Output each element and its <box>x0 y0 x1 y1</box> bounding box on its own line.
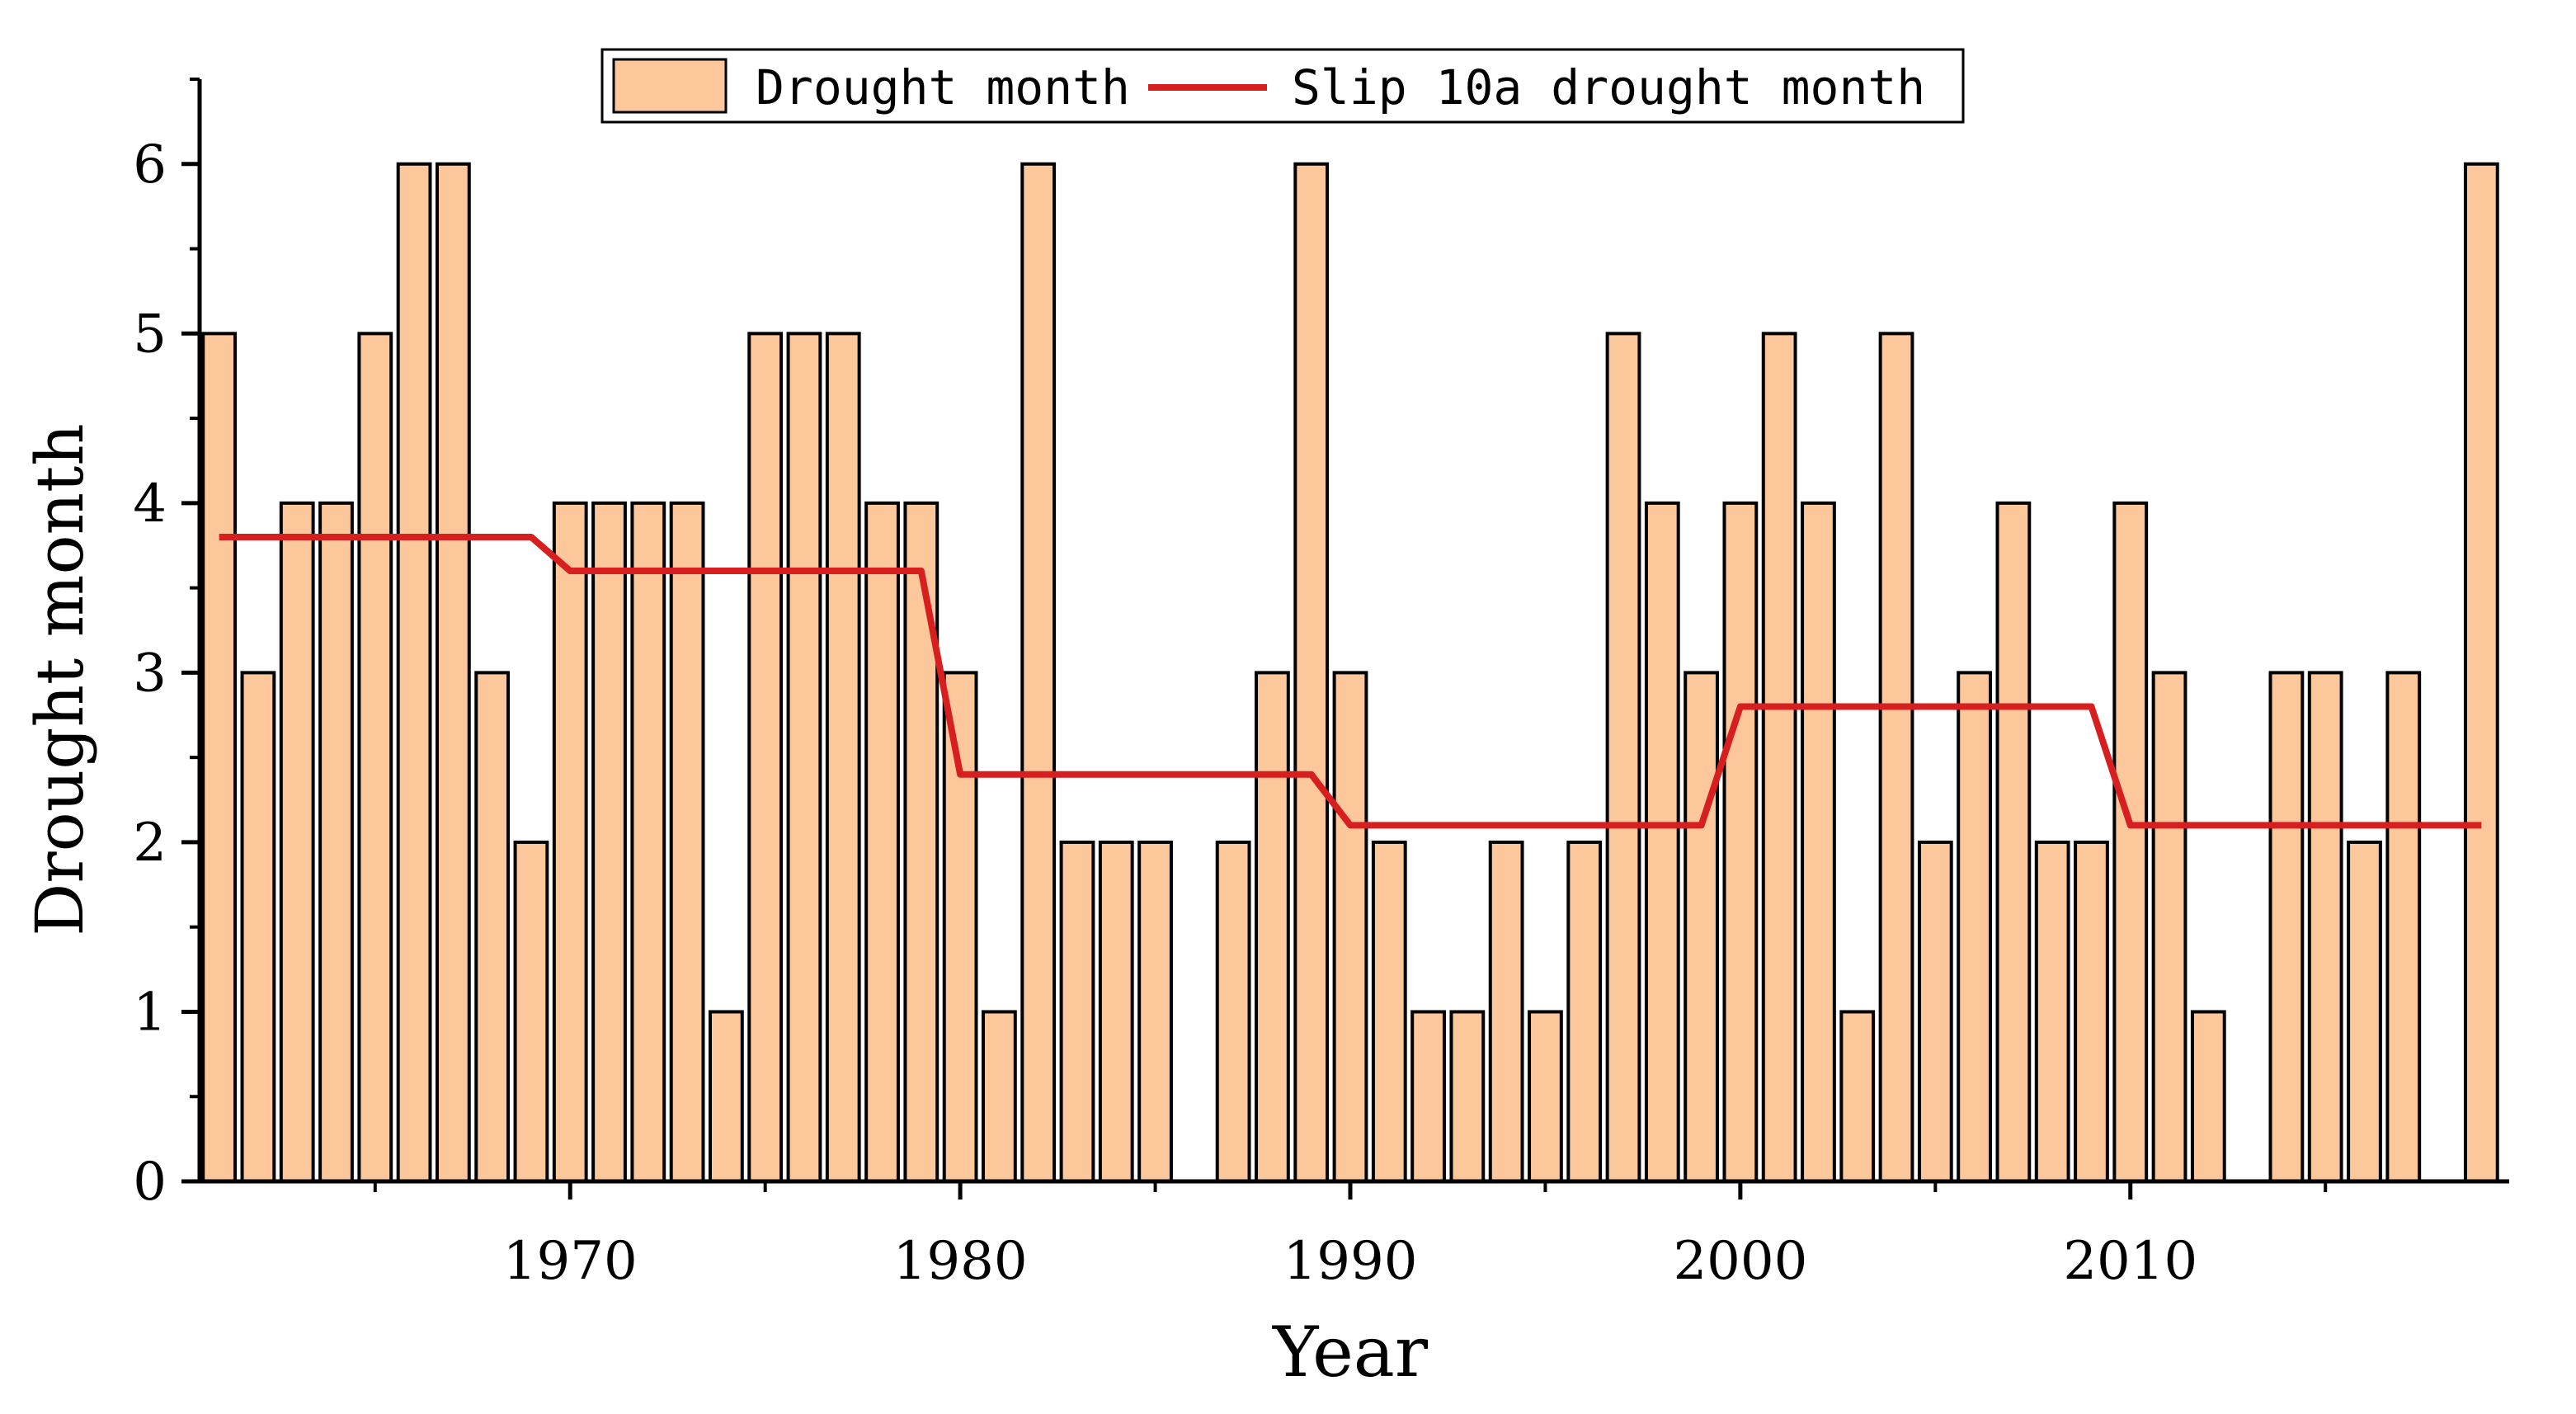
x-tick-label: 1990 <box>1283 1231 1418 1292</box>
bar-2005 <box>1917 840 1953 1184</box>
y-tick-label: 6 <box>133 134 167 196</box>
bar-1998 <box>1644 501 1680 1183</box>
y-ticks: 0 1 2 3 4 5 6 <box>133 78 200 1213</box>
y-tick-label: 3 <box>133 643 167 704</box>
x-ticks: 1970 1980 1990 2000 2010 <box>373 1181 2328 1292</box>
legend: Drought month Slip 10a drought month <box>600 48 1965 124</box>
bar-1968 <box>474 671 511 1183</box>
bar-2007 <box>1995 501 2032 1183</box>
bar-1985 <box>1137 840 1173 1184</box>
slip-10a-line <box>219 533 2482 829</box>
legend-line-label: Slip 10a drought month <box>1292 59 1925 115</box>
bar-2014 <box>2268 671 2305 1183</box>
x-tick-label: 1980 <box>893 1231 1028 1292</box>
bar-1992 <box>1410 1010 1446 1184</box>
bar-1988 <box>1255 671 1290 1183</box>
bar-1982 <box>1020 162 1057 1183</box>
bar-1972 <box>630 501 666 1183</box>
bar-1979 <box>903 501 940 1183</box>
y-tick-label: 4 <box>133 474 167 535</box>
bar-1990 <box>1332 671 1368 1183</box>
bar-1973 <box>669 501 705 1183</box>
bar-1965 <box>357 332 393 1183</box>
y-axis-title: Drought month <box>21 423 98 936</box>
x-axis-title: Year <box>1272 1312 1429 1393</box>
bar-2008 <box>2034 840 2070 1184</box>
bar-1977 <box>825 332 861 1183</box>
bar-2011 <box>2151 671 2187 1183</box>
line-layer <box>219 533 2482 829</box>
bar-2002 <box>1801 501 1836 1183</box>
bar-1987 <box>1215 840 1251 1184</box>
bar-1997 <box>1605 332 1641 1183</box>
bar-1966 <box>396 162 432 1183</box>
bar-2003 <box>1839 1010 1876 1184</box>
bar-1975 <box>747 332 784 1183</box>
x-tick-label: 1970 <box>503 1231 638 1292</box>
bar-1963 <box>279 501 315 1183</box>
bar-1964 <box>318 501 354 1183</box>
bar-1961 <box>201 332 238 1183</box>
bar-1978 <box>864 501 900 1183</box>
legend-box <box>600 48 1965 124</box>
bar-2009 <box>2074 840 2109 1184</box>
y-tick-label: 1 <box>133 982 167 1043</box>
bar-2006 <box>1957 671 1992 1183</box>
bar-1994 <box>1488 840 1524 1184</box>
bar-1970 <box>552 501 588 1183</box>
bar-1969 <box>513 840 549 1184</box>
bar-1984 <box>1098 840 1134 1184</box>
bar-1999 <box>1684 671 1719 1183</box>
axes-layer: 0 1 2 3 4 5 6 1970 1980 1990 2000 2010 <box>133 78 2509 1292</box>
bar-1971 <box>591 501 627 1183</box>
bar-1983 <box>1059 840 1095 1184</box>
bar-2004 <box>1878 332 1914 1183</box>
bar-2019 <box>2463 162 2499 1183</box>
bar-1980 <box>942 671 978 1183</box>
bar-1974 <box>709 1010 744 1184</box>
bar-2016 <box>2347 840 2382 1184</box>
bar-1995 <box>1528 1010 1563 1184</box>
bar-2012 <box>2190 1010 2226 1184</box>
bar-1981 <box>982 1010 1017 1184</box>
legend-bar-swatch <box>612 58 728 114</box>
bar-2017 <box>2385 671 2422 1183</box>
y-tick-label: 2 <box>133 813 167 874</box>
x-tick-label: 2000 <box>1673 1231 1807 1292</box>
bar-1996 <box>1566 840 1603 1184</box>
bar-2010 <box>2112 501 2149 1183</box>
bar-1991 <box>1371 840 1407 1184</box>
bars-layer <box>201 162 2499 1184</box>
bar-1993 <box>1449 1010 1486 1184</box>
x-tick-label: 2010 <box>2063 1231 2197 1292</box>
bar-1989 <box>1293 162 1330 1183</box>
bar-2015 <box>2307 671 2343 1183</box>
bar-2000 <box>1722 501 1759 1183</box>
y-tick-label: 0 <box>133 1152 167 1213</box>
bar-1976 <box>786 332 822 1183</box>
bar-1962 <box>240 671 276 1183</box>
bar-1967 <box>435 162 471 1183</box>
bar-2001 <box>1761 332 1797 1183</box>
legend-bar-label: Drought month <box>756 59 1130 115</box>
y-tick-label: 5 <box>133 304 167 365</box>
